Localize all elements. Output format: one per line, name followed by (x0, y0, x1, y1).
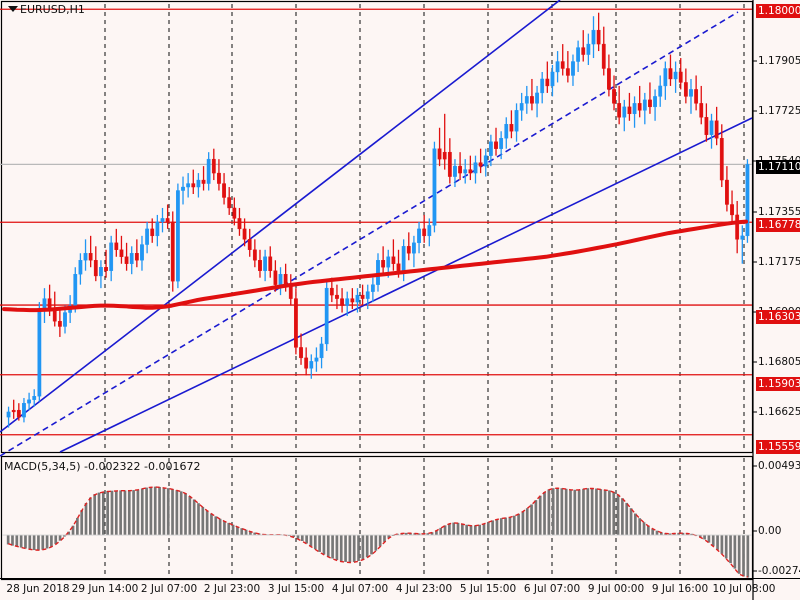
time-tick-label: 5 Jul 15:00 (459, 583, 517, 595)
time-tick-label: 4 Jul 07:00 (331, 583, 389, 595)
time-tick-label: 2 Jul 23:00 (203, 583, 261, 595)
macd-tick-label: 0.00 (758, 525, 782, 537)
price-level-tag: 1.15559 (756, 440, 800, 454)
time-tick-label: 9 Jul 00:00 (587, 583, 645, 595)
macd-tick-label: -0.002749 (758, 565, 800, 577)
time-tick-label: 9 Jul 16:00 (651, 583, 709, 595)
candlestick-series (6, 12, 750, 428)
trendline-upper-channel-solid (0, 0, 561, 433)
price-level-tag: 1.16303 (756, 310, 800, 324)
time-tick-label: 4 Jul 23:00 (395, 583, 453, 595)
time-tick-label: 29 Jun 14:00 (71, 583, 139, 595)
symbol-period-label: EURUSD,H1 (20, 3, 85, 16)
price-level-tag: 1.15903 (756, 377, 800, 391)
trendlines (0, 0, 753, 457)
price-tick-label: 1.17355 (758, 206, 800, 218)
time-tick-label: 2 Jul 07:00 (140, 583, 198, 595)
price-tick-label: 1.17175 (758, 256, 800, 268)
time-tick-label: 6 Jul 07:00 (523, 583, 581, 595)
price-tick-label: 1.16625 (758, 406, 800, 418)
price-level-tag: 1.18000 (756, 4, 800, 18)
trendline-lower-channel-solid (59, 117, 753, 453)
time-tick-label: 3 Jul 15:00 (267, 583, 325, 595)
current-price-tag: 1.17110 (756, 160, 800, 174)
price-level-tag: 1.16778 (756, 218, 800, 232)
trendline-mid-channel-dashed (0, 11, 739, 457)
price-tick-label: 1.17725 (758, 105, 800, 117)
macd-signal-line (7, 486, 748, 578)
price-tick-label: 1.16805 (758, 356, 800, 368)
time-tick-label: 10 Jul 08:00 (712, 583, 776, 595)
macd-tick-label: 0.004934 (758, 460, 800, 472)
moving-average-line (2, 219, 748, 313)
price-tick-label: 1.17905 (758, 55, 800, 67)
chevron-down-icon[interactable] (8, 6, 18, 12)
time-tick-label: 28 Jun 2018 (6, 583, 70, 595)
macd-indicator-label: MACD(5,34,5) -0.002322 -0.001672 (4, 460, 201, 473)
